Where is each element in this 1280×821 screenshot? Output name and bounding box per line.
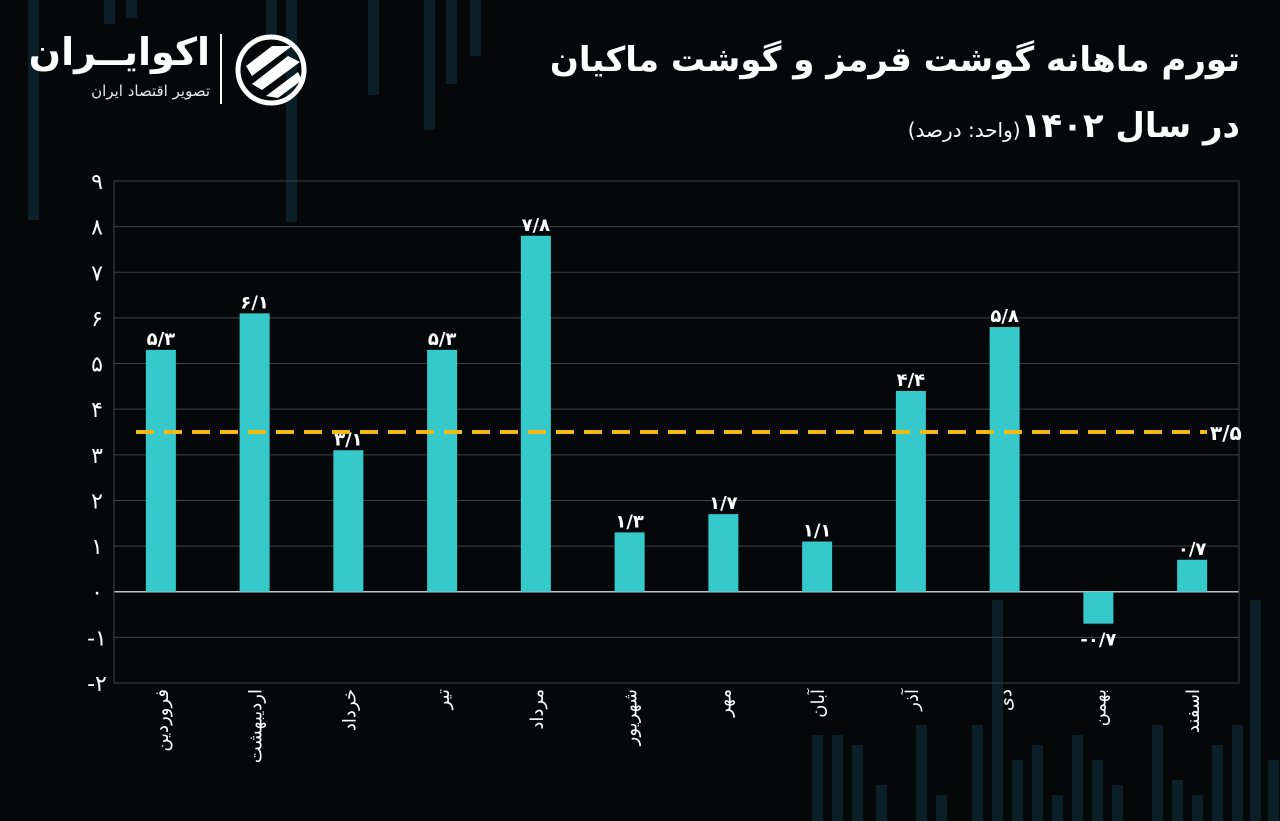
bar	[802, 541, 833, 592]
x-tick-label: مرداد	[527, 689, 548, 730]
background-bar	[1172, 780, 1183, 821]
logo: اکوایــران تصویر اقتصاد ایران	[28, 30, 318, 110]
x-tick-label: خرداد	[339, 689, 360, 731]
background-bar	[1112, 785, 1123, 821]
background-bar	[1152, 725, 1163, 821]
bar	[427, 349, 458, 592]
x-tick-label: تیر	[433, 689, 454, 710]
bar	[145, 349, 176, 592]
y-tick-label: ۵	[91, 353, 103, 378]
background-bar	[916, 725, 927, 821]
background-bar	[1052, 795, 1063, 821]
x-tick-label: اردیبهشت	[246, 689, 267, 763]
background-bar	[28, 0, 39, 220]
background-bar	[368, 0, 379, 95]
logo-name: اکوایــران	[28, 30, 210, 74]
data-label: ۷/۸	[522, 215, 551, 236]
data-label: ۰/۷	[1178, 539, 1207, 560]
logo-divider	[220, 34, 222, 104]
bar	[614, 532, 645, 592]
y-tick-label: -۲	[87, 672, 107, 697]
x-tick-label: فروردین	[152, 689, 173, 752]
x-tick-label: آبان	[806, 688, 829, 718]
background-bar	[104, 0, 115, 24]
background-bar	[266, 0, 277, 40]
bar	[1177, 559, 1208, 592]
chart-subtitle-year: در سال ۱۴۰۲	[1020, 106, 1240, 146]
background-bar	[1192, 795, 1203, 821]
bar	[333, 450, 364, 592]
background-bar	[424, 0, 435, 130]
y-tick-label: -۱	[87, 626, 107, 651]
y-tick-label: ۶	[91, 307, 103, 332]
bar	[1083, 591, 1114, 624]
background-bar	[1232, 725, 1243, 821]
y-tick-label: ۹	[91, 170, 103, 195]
background-bar	[972, 725, 983, 821]
background-bar	[1032, 745, 1043, 821]
data-label: ۱/۷	[709, 493, 738, 514]
data-label: ۵/۸	[990, 306, 1019, 327]
x-tick-label: شهریور	[621, 689, 642, 746]
y-tick-label: ۰	[91, 581, 103, 606]
background-bar	[1268, 760, 1279, 821]
background-bar	[992, 600, 1003, 821]
data-label: ۳/۱	[334, 429, 363, 450]
bar	[239, 313, 270, 592]
data-label: ۵/۳	[428, 329, 457, 350]
y-tick-label: ۸	[91, 216, 103, 241]
data-label: ۱/۱	[803, 521, 832, 542]
background-bar	[1012, 760, 1023, 821]
bar	[520, 235, 551, 592]
background-bar	[1072, 735, 1083, 821]
background-bar	[1212, 745, 1223, 821]
y-tick-label: ۷	[91, 261, 103, 286]
logo-mark-icon	[235, 34, 307, 106]
chart-unit-label: (واحد: درصد)	[907, 118, 1021, 142]
bar-chart: -۲ -۱ ۰ ۱ ۲ ۳ ۴ ۵ ۶ ۷ ۸ ۹ ۵/۳ ۶/۱ ۳/۱ ۵/۳ ۷/۸ ۱/۳ ۱/۷ ۱/۱ ۴/…	[87, 170, 1242, 763]
background-bar	[126, 0, 137, 18]
background-bar	[446, 0, 457, 84]
y-tick-label: ۳	[91, 444, 103, 469]
logo-tagline: تصویر اقتصاد ایران	[91, 82, 210, 100]
bar	[895, 390, 926, 592]
data-label: ۶/۱	[240, 292, 269, 313]
bar	[708, 514, 739, 592]
background-bar	[936, 795, 947, 821]
background-bar	[1092, 760, 1103, 821]
data-label: ۱/۳	[615, 511, 644, 532]
data-label: ۴/۴	[897, 370, 926, 391]
x-tick-label: بهمن	[1089, 689, 1110, 726]
bar	[989, 327, 1020, 592]
x-tick-label: مهر	[714, 689, 735, 718]
background-bar	[1250, 600, 1261, 821]
background-bar	[470, 0, 481, 56]
y-tick-label: ۴	[91, 398, 103, 423]
y-tick-label: ۲	[91, 489, 103, 514]
y-tick-label: ۱	[91, 535, 103, 560]
x-tick-label: دی	[996, 689, 1017, 711]
x-tick-label: اسفند	[1183, 689, 1204, 733]
background-bar	[286, 0, 297, 222]
data-label: ۵/۳	[147, 329, 176, 350]
background-bar	[832, 735, 843, 821]
background-bar	[852, 745, 863, 821]
chart-subtitle: در سال ۱۴۰۲(واحد: درصد)	[908, 106, 1240, 146]
data-label: -۰/۷	[1080, 630, 1116, 651]
average-label: ۳/۵	[1210, 421, 1242, 445]
x-tick-label: آذر	[900, 688, 923, 712]
background-bar	[812, 735, 823, 821]
background-bar	[876, 785, 887, 821]
chart-title: تورم ماهانه گوشت قرمز و گوشت ماکیان	[549, 40, 1240, 80]
